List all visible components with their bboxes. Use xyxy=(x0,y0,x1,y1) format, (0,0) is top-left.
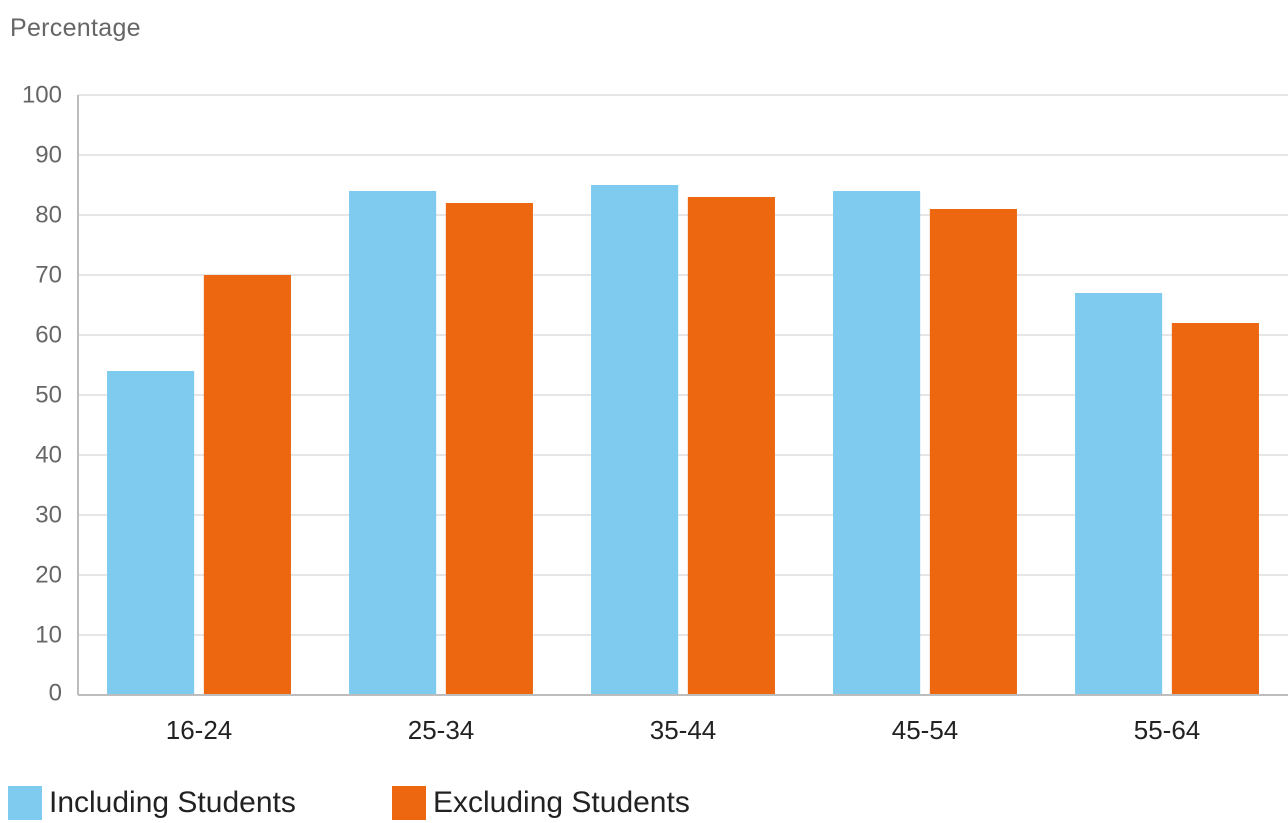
y-tick-label: 60 xyxy=(35,322,62,349)
bars xyxy=(107,185,1259,695)
bar-excluding-students-16-24[interactable] xyxy=(203,275,291,695)
y-tick-label: 80 xyxy=(35,202,62,229)
x-tick-labels: 16-24 25-34 35-44 45-54 55-64 xyxy=(166,715,1201,745)
bar-including-students-35-44[interactable] xyxy=(591,185,679,695)
legend-label: Including Students xyxy=(49,786,296,819)
y-tick-label: 40 xyxy=(35,442,62,469)
x-tick-label: 55-64 xyxy=(1134,715,1201,745)
legend-swatch-including-students xyxy=(8,786,42,820)
y-tick-label: 100 xyxy=(22,82,62,109)
y-tick-label: 90 xyxy=(35,142,62,169)
bar-including-students-55-64[interactable] xyxy=(1075,293,1163,695)
bar-excluding-students-35-44[interactable] xyxy=(687,197,775,695)
bar-excluding-students-55-64[interactable] xyxy=(1171,323,1259,695)
legend-label: Excluding Students xyxy=(433,786,690,819)
bar-chart: 0 10 20 30 40 50 60 70 80 90 100 16-24 25-34 35-44 45… xyxy=(22,82,1288,745)
y-tick-label: 50 xyxy=(35,382,62,409)
bar-including-students-25-34[interactable] xyxy=(349,191,437,695)
bar-excluding-students-25-34[interactable] xyxy=(445,203,533,695)
x-tick-label: 25-34 xyxy=(408,715,475,745)
legend-item-excluding-students[interactable]: Excluding Students xyxy=(392,786,690,820)
x-tick-label: 16-24 xyxy=(166,715,233,745)
y-tick-label: 30 xyxy=(35,502,62,529)
y-tick-label: 20 xyxy=(35,562,62,589)
y-tick-label: 70 xyxy=(35,262,62,289)
legend-swatch-excluding-students xyxy=(392,786,426,820)
legend-item-including-students[interactable]: Including Students xyxy=(8,786,296,820)
bar-including-students-16-24[interactable] xyxy=(107,371,195,695)
x-tick-label: 35-44 xyxy=(650,715,717,745)
x-tick-label: 45-54 xyxy=(892,715,959,745)
bar-excluding-students-45-54[interactable] xyxy=(929,209,1017,695)
y-tick-labels: 0 10 20 30 40 50 60 70 80 90 100 xyxy=(22,82,62,707)
y-axis-title: Percentage xyxy=(10,14,141,42)
y-tick-label: 10 xyxy=(35,622,62,649)
y-tick-label: 0 xyxy=(49,680,62,707)
bar-including-students-45-54[interactable] xyxy=(833,191,921,695)
